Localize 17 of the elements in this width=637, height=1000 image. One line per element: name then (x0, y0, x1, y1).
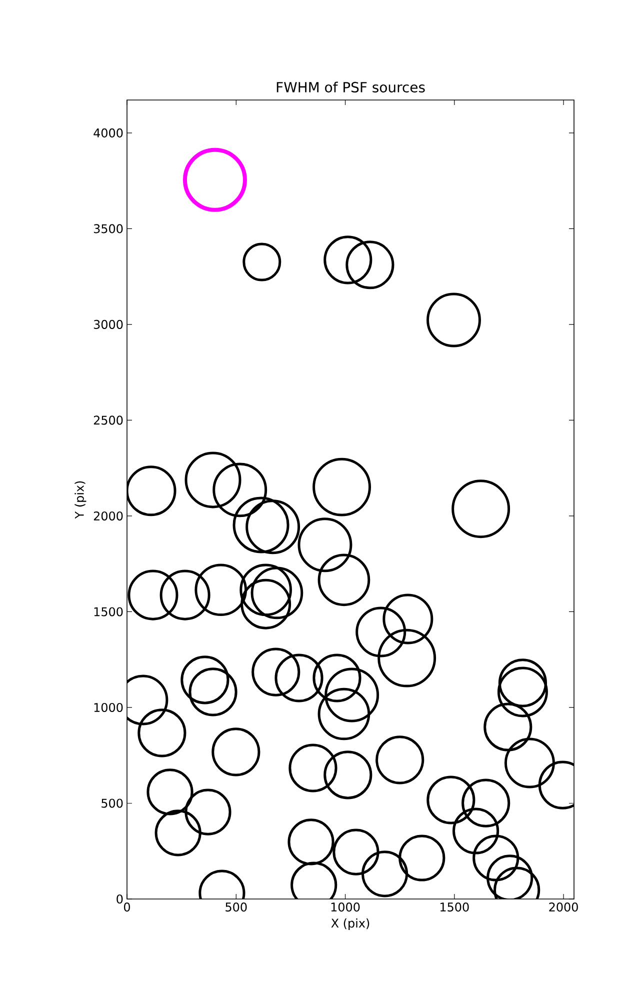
y-tick-label: 1500 (94, 607, 123, 616)
x-tick-label: 1000 (331, 902, 360, 912)
y-tick-label: 4000 (94, 128, 123, 138)
x-tick-label: 2000 (549, 902, 578, 912)
y-tick-label: 3000 (94, 320, 123, 329)
y-tick-label: 1000 (94, 702, 123, 712)
y-tick-label: 500 (102, 798, 123, 808)
chart-title: FWHM of PSF sources (276, 82, 425, 92)
y-tick-label: 0 (116, 894, 123, 904)
x-tick-label: 500 (226, 902, 247, 912)
x-tick-label: 0 (124, 902, 130, 912)
y-tick-label: 2000 (94, 511, 123, 520)
y-tick-label: 2500 (94, 416, 123, 425)
y-axis-title: Y (pix) (74, 481, 86, 519)
y-tick-label: 3500 (94, 224, 123, 234)
x-axis-title: X (pix) (331, 918, 370, 930)
x-tick-label: 1500 (440, 902, 469, 912)
